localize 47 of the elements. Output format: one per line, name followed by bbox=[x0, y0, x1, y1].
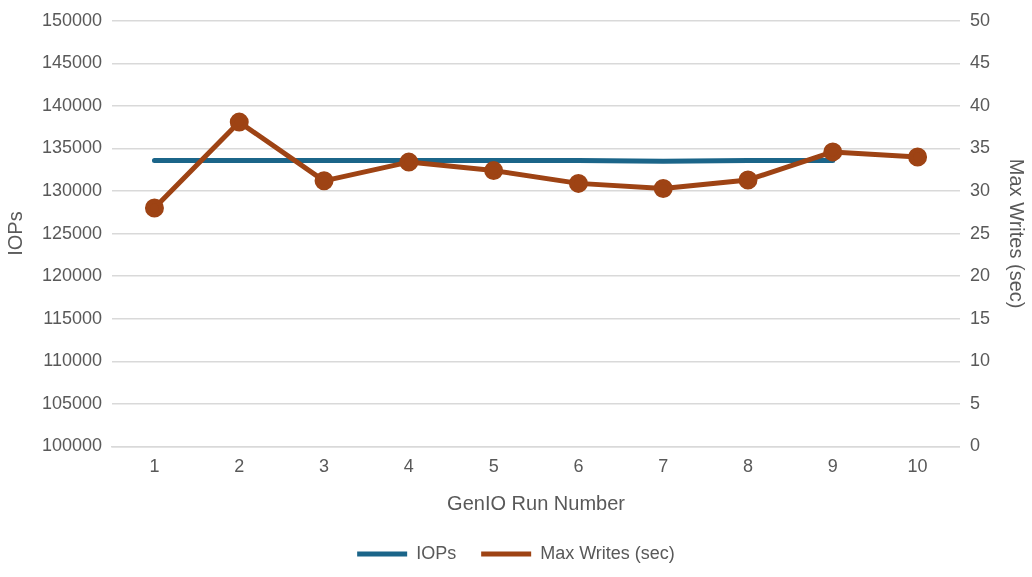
x-tick-label: 7 bbox=[658, 456, 669, 477]
x-axis-title: GenIO Run Number bbox=[447, 491, 626, 514]
x-tick-label: 3 bbox=[319, 456, 330, 477]
y-tick-label: 100000 bbox=[41, 435, 103, 456]
point bbox=[823, 142, 843, 162]
x-tick-label: 1 bbox=[149, 456, 160, 477]
y2-tick-label: 35 bbox=[969, 137, 991, 158]
y-tick-label: 115000 bbox=[43, 307, 103, 328]
point bbox=[399, 152, 419, 172]
y2-tick-label: 10 bbox=[969, 350, 991, 371]
point bbox=[229, 112, 249, 132]
y-tick-label: 150000 bbox=[41, 9, 103, 30]
legend-label: Max Writes (sec) bbox=[540, 542, 675, 563]
x-tick-label: 4 bbox=[403, 456, 414, 477]
point bbox=[144, 198, 164, 218]
x-tick-label: 6 bbox=[573, 456, 584, 477]
point bbox=[314, 171, 334, 191]
y2-tick-label: 40 bbox=[969, 94, 991, 115]
point bbox=[568, 173, 588, 193]
point bbox=[908, 147, 928, 167]
x-tick-label: 2 bbox=[234, 456, 245, 477]
y-tick-label: 120000 bbox=[41, 265, 103, 286]
y-tick-label: 125000 bbox=[41, 222, 103, 243]
point bbox=[738, 170, 758, 190]
y2-tick-label: 0 bbox=[969, 435, 980, 456]
y2-tick-label: 30 bbox=[969, 180, 991, 201]
point bbox=[653, 178, 673, 198]
y2-tick-label: 15 bbox=[969, 307, 991, 328]
x-tick-label: 9 bbox=[827, 456, 838, 477]
y-tick-label: 105000 bbox=[41, 392, 103, 413]
y-tick-label: 135000 bbox=[41, 137, 103, 158]
legend-label: IOPs bbox=[416, 542, 457, 563]
y2-tick-label: 50 bbox=[969, 9, 991, 30]
y2-tick-label: 20 bbox=[969, 265, 991, 286]
y2-tick-label: 45 bbox=[969, 52, 991, 73]
x-tick-label: 5 bbox=[488, 456, 499, 477]
y2-axis-title: Max Writes (sec) bbox=[1006, 158, 1029, 309]
y2-tick-label: 25 bbox=[969, 222, 991, 243]
y2-tick-label: 5 bbox=[969, 392, 980, 413]
y-tick-label: 130000 bbox=[41, 180, 103, 201]
x-tick-label: 10 bbox=[907, 456, 928, 477]
y-tick-label: 140000 bbox=[41, 94, 103, 115]
x-tick-label: 8 bbox=[742, 456, 754, 477]
point bbox=[484, 161, 504, 181]
y-axis-title: IOPs bbox=[3, 211, 26, 256]
y-tick-label: 145000 bbox=[41, 52, 103, 73]
y-tick-label: 110000 bbox=[43, 350, 103, 371]
